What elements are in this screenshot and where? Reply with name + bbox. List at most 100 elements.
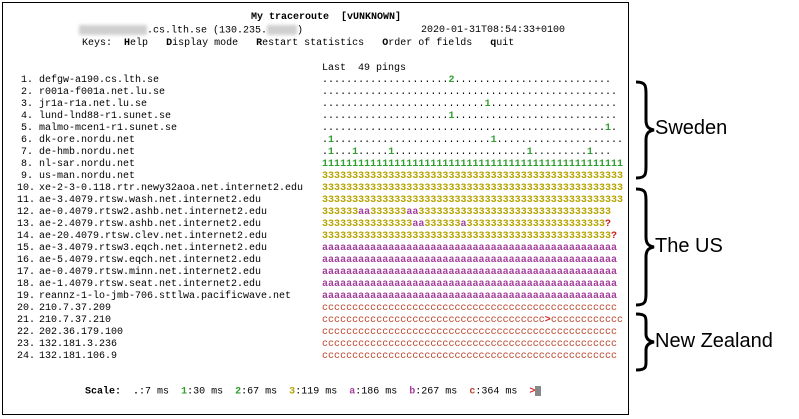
hop-row: 14. ae-20.4079.rtsw.clev.net.internet2.e… [17, 231, 267, 243]
hop-host: ae-3.4079.rtsw.wash.net.internet2.edu [39, 195, 262, 206]
hop-row: 6. dk-ore.nordu.net [17, 135, 135, 147]
hop-host: ae-1.4079.rtsw.seat.net.internet2.edu [39, 279, 262, 290]
ping-history: aaaaaaaaaaaaaaaaaaaaaaaaaaaaaaaaaaaaaaaa… [322, 291, 618, 302]
hop-number: 13. [17, 219, 36, 230]
keys-label: Keys: [82, 38, 113, 49]
redacted-ip [267, 25, 298, 35]
hop-number: 15. [17, 243, 36, 254]
scale-item: 3:119 ms [289, 386, 338, 398]
hop-number: 3. [20, 99, 33, 110]
hop-number: 23. [17, 339, 36, 350]
hop-number: 4. [20, 111, 33, 122]
terminal-window: My traceroute [vUNKNOWN] .cs.lth.se (130… [2, 2, 629, 415]
hop-host: de-hmb.nordu.net [39, 147, 136, 158]
ping-history: cccccccccccccccccccccccccccccccccccccccc… [322, 327, 618, 338]
timestamp: 2020-01-31T08:54:33+0100 [421, 25, 566, 36]
ping-history: cccccccccccccccccccccccccccccccccccccccc… [322, 339, 618, 350]
hop-host: ae-0.4079.rtsw.minn.net.internet2.edu [39, 267, 262, 278]
hop-row: 7. de-hmb.nordu.net [17, 147, 135, 159]
hop-host: lund-lnd88-r1.sunet.se [39, 111, 172, 122]
hop-host: 202.36.179.100 [39, 327, 124, 338]
hop-host: r001a-f001a.net.lu.se [39, 87, 166, 98]
hop-row: 23. 132.181.3.236 [17, 339, 117, 351]
ping-history: 3333333333333333333333333333333333333333… [322, 195, 624, 206]
hop-row: 16. ae-5.4079.rtsw.eqch.net.internet2.ed… [17, 255, 261, 267]
hop-row: 9. us-man.nordu.net [17, 171, 135, 183]
hop-number: 16. [17, 255, 36, 266]
terminal-cursor [535, 386, 542, 396]
scale-item: a:186 ms [349, 386, 398, 398]
hop-number: 5. [20, 123, 33, 134]
hop-row: 10. xe-2-3-0.118.rtr.newy32aoa.net.inter… [17, 183, 303, 195]
keys-bar: Keys: Help Display mode Restart statisti… [82, 38, 514, 50]
ping-history: .....................1..................… [322, 111, 618, 122]
hop-number: 22. [17, 327, 36, 338]
hop-row: 12. ae-0.4079.rtsw2.ashb.net.internet2.e… [17, 207, 267, 219]
hop-host: jr1a-r1a.net.lu.se [39, 99, 148, 110]
key-quit[interactable]: quit [490, 38, 515, 49]
hop-host: ae-5.4079.rtsw.eqch.net.internet2.edu [39, 255, 262, 266]
app-title: My traceroute [vUNKNOWN] [251, 12, 402, 23]
ping-history: aaaaaaaaaaaaaaaaaaaaaaaaaaaaaaaaaaaaaaaa… [322, 267, 618, 278]
us-brace [635, 187, 655, 307]
ping-history: ........................................… [322, 123, 618, 134]
ping-history: 333333aa333333aa333333333333333333333333… [322, 207, 612, 218]
scale-item: c:364 ms [469, 386, 518, 398]
ping-history: .1...1.....1......................1.....… [322, 147, 612, 158]
ping-history: ...........................1............… [322, 99, 618, 110]
hop-number: 11. [17, 195, 36, 206]
hop-number: 1. [20, 75, 33, 86]
hop-number: 7. [20, 147, 33, 158]
host-suffix: .cs.lth.se (130.235. [147, 25, 268, 37]
hop-number: 6. [20, 135, 33, 146]
scale-item: 1:30 ms [181, 386, 224, 398]
ping-history: .1..........................1...........… [322, 135, 624, 146]
hop-row: 2. r001a-f001a.net.lu.se [17, 87, 165, 99]
ping-history: cccccccccccccccccccccccccccccccccccccccc… [322, 303, 618, 314]
hop-row: 24. 132.181.106.9 [17, 351, 117, 363]
hop-row: 18. ae-1.4079.rtsw.seat.net.internet2.ed… [17, 279, 261, 291]
hop-host: dk-ore.nordu.net [39, 135, 136, 146]
hop-number: 20. [17, 303, 36, 314]
hop-row: 17. ae-0.4079.rtsw.minn.net.internet2.ed… [17, 267, 261, 279]
hop-number: 21. [17, 315, 36, 326]
ping-history: aaaaaaaaaaaaaaaaaaaaaaaaaaaaaaaaaaaaaaaa… [322, 279, 618, 290]
hop-row: 15. ae-3.4079.rtsw3.eqch.net.internet2.e… [17, 243, 267, 255]
hop-row: 20. 210.7.37.209 [17, 303, 111, 315]
scale-item: 2:67 ms [235, 386, 278, 398]
hop-number: 18. [17, 279, 36, 290]
redacted-hostname [79, 25, 147, 35]
host-close: ) [297, 25, 304, 37]
hop-row: 22. 202.36.179.100 [17, 327, 123, 339]
ping-history: ........................................… [322, 87, 618, 98]
hop-row: 5. malmo-mcen1-r1.sunet.se [17, 123, 177, 135]
hop-row: 1. defgw-a190.cs.lth.se [17, 75, 159, 87]
hop-row: 3. jr1a-r1a.net.lu.se [17, 99, 147, 111]
hop-row: 21. 210.7.37.210 [17, 315, 111, 327]
key-restart-statistics[interactable]: Restart statistics [256, 38, 365, 49]
scale-item: .:7 ms [133, 386, 170, 398]
label-the-us: The US [655, 235, 723, 257]
hop-host: us-man.nordu.net [39, 171, 136, 182]
hop-row: 4. lund-lnd88-r1.sunet.se [17, 111, 171, 123]
hop-host: 210.7.37.209 [39, 303, 112, 314]
key-display-mode[interactable]: Display mode [166, 38, 239, 49]
key-help[interactable]: Help [124, 38, 149, 49]
hop-number: 8. [20, 159, 33, 170]
hop-number: 2. [20, 87, 33, 98]
last-pings-header: Last 49 pings [322, 63, 407, 74]
hop-host: 132.181.3.236 [39, 339, 118, 350]
host-line: .cs.lth.se (130.235.) [79, 25, 303, 37]
hop-host: nl-sar.nordu.net [39, 159, 136, 170]
hop-host: 210.7.37.210 [39, 315, 112, 326]
ping-history: 3333333333333333333333333333333333333333… [322, 183, 624, 194]
hop-host: ae-0.4079.rtsw2.ashb.net.internet2.edu [39, 207, 268, 218]
ping-history: aaaaaaaaaaaaaaaaaaaaaaaaaaaaaaaaaaaaaaaa… [322, 243, 618, 254]
ping-history: 3333333333333333333333333333333333333333… [322, 171, 624, 182]
key-order-of-fields[interactable]: Order of fields [382, 38, 473, 49]
hop-number: 17. [17, 267, 36, 278]
hop-row: 19. reannz-1-lo-jmb-706.sttlwa.pacificwa… [17, 291, 291, 303]
hop-host: defgw-a190.cs.lth.se [39, 75, 160, 86]
ping-history: 1111111111111111111111111111111111111111… [322, 159, 624, 170]
ping-history: cccccccccccccccccccccccccccccccccccccccc… [322, 351, 618, 362]
